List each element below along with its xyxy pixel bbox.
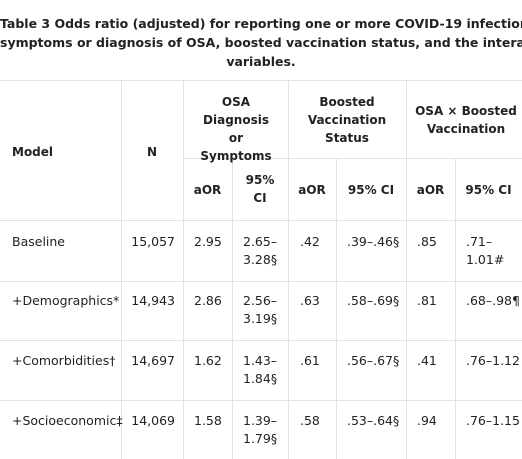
- header-int-aor: aOR: [416, 183, 445, 197]
- cell-n: 14,697: [131, 353, 175, 368]
- cell-osa-ci: 1.43–1.84§: [243, 353, 278, 386]
- rule-row-3: [0, 400, 522, 401]
- cell-int-ci: .71–1.01#: [466, 234, 505, 267]
- rule-subheader: [183, 158, 522, 159]
- header-boost-aor: aOR: [298, 183, 326, 197]
- cell-osa-aor: 2.95: [194, 234, 222, 249]
- cell-model: +Socioeconomic‡: [12, 413, 123, 428]
- rule-header-bottom: [0, 220, 522, 221]
- cell-boost-ci: .53–.64§: [347, 413, 400, 428]
- caption-line-3: variables.: [226, 54, 296, 69]
- header-boosted-group: Boosted Vaccination Status: [307, 95, 387, 145]
- header-boost-ci: 95% CI: [347, 183, 395, 197]
- cell-n: 15,057: [131, 234, 175, 249]
- cell-int-ci: .76–1.15: [466, 413, 520, 428]
- cell-int-ci: .68–.98¶: [466, 293, 520, 308]
- vline-5: [336, 158, 337, 459]
- cell-int-aor: .94: [417, 413, 437, 428]
- cell-boost-ci: .39–.46§: [347, 234, 400, 249]
- cell-osa-ci: 2.56–3.19§: [243, 293, 278, 326]
- cell-int-aor: .41: [417, 353, 437, 368]
- cell-n: 14,943: [131, 293, 175, 308]
- header-osa-ci: 95% CI: [245, 173, 275, 205]
- header-int-ci: 95% CI: [465, 183, 512, 197]
- vline-7: [455, 158, 456, 459]
- cell-int-aor: .85: [417, 234, 437, 249]
- cell-boost-aor: .61: [300, 353, 320, 368]
- vline-3: [232, 158, 233, 459]
- cell-boost-aor: .42: [300, 234, 320, 249]
- cell-n: 14,069: [131, 413, 175, 428]
- cell-model: Baseline: [12, 234, 65, 249]
- table-caption: Table 3 Odds ratio (adjusted) for report…: [0, 14, 522, 71]
- cell-boost-ci: .56–.67§: [347, 353, 400, 368]
- cell-osa-ci: 1.39–1.79§: [243, 413, 278, 446]
- header-osa-group: OSA Diagnosis or Symptoms: [200, 95, 272, 163]
- rule-row-1: [0, 281, 522, 282]
- header-interaction-group: OSA × Boosted Vaccination: [415, 104, 517, 136]
- vline-2: [183, 80, 184, 459]
- header-model: Model: [12, 145, 54, 159]
- header-osa-aor: aOR: [193, 183, 222, 197]
- cell-boost-ci: .58–.69§: [347, 293, 400, 308]
- caption-line-1: Table 3 Odds ratio (adjusted) for report…: [0, 16, 522, 31]
- cell-boost-aor: .58: [300, 413, 320, 428]
- vline-4: [288, 80, 289, 459]
- header-n: N: [146, 145, 158, 159]
- caption-line-2: symptoms or diagnosis of OSA, boosted va…: [0, 35, 522, 50]
- cell-int-aor: .81: [417, 293, 437, 308]
- cell-osa-aor: 1.62: [194, 353, 222, 368]
- vline-1: [121, 80, 122, 459]
- vline-6: [406, 80, 407, 459]
- cell-int-ci: .76–1.12: [466, 353, 520, 368]
- cell-osa-aor: 1.58: [194, 413, 222, 428]
- cell-osa-ci: 2.65–3.28§: [243, 234, 278, 267]
- rule-top: [0, 80, 522, 81]
- cell-model: +Comorbidities†: [12, 353, 116, 368]
- cell-boost-aor: .63: [300, 293, 320, 308]
- cell-model: +Demographics*: [12, 293, 120, 308]
- rule-row-2: [0, 340, 522, 341]
- cell-osa-aor: 2.86: [194, 293, 222, 308]
